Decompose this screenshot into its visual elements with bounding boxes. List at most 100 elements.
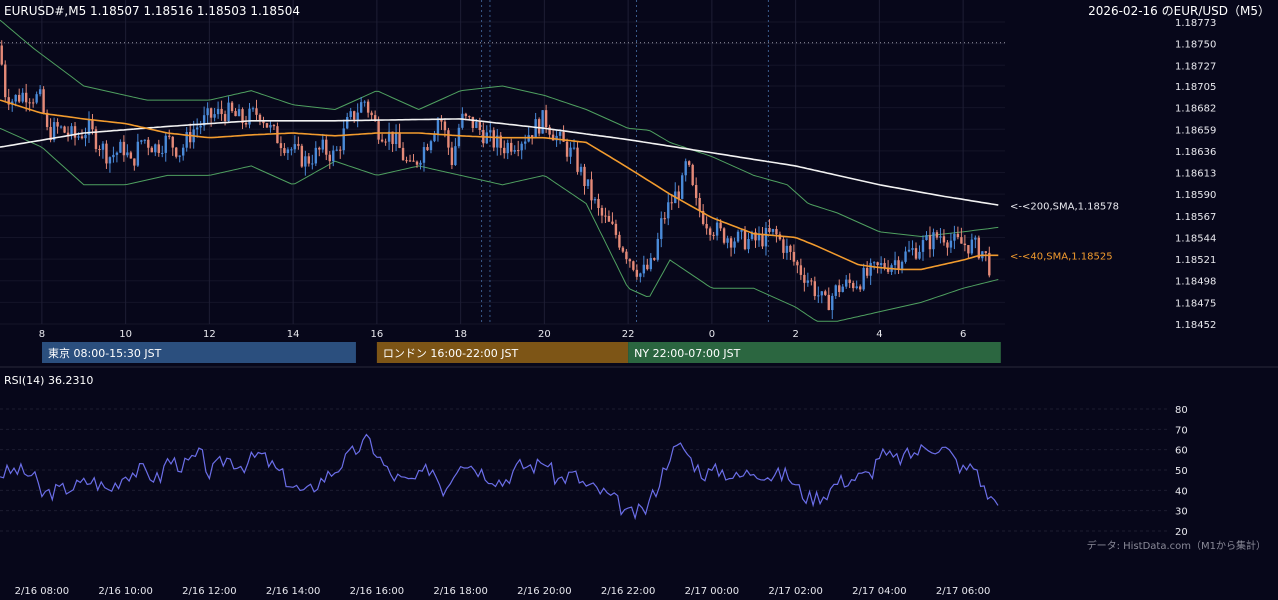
- candle-body: [49, 126, 52, 141]
- session-label: ロンドン 16:00-22:00 JST: [383, 347, 519, 360]
- candle-body: [743, 230, 747, 250]
- rsi-time-tick-label: 2/16 20:00: [517, 586, 571, 597]
- candle-body: [157, 144, 160, 153]
- candle-body: [84, 134, 87, 139]
- candle-body: [17, 94, 21, 102]
- candle-body: [178, 155, 181, 157]
- candle-body: [87, 120, 91, 135]
- candle-body: [576, 147, 579, 172]
- candle-body: [237, 109, 241, 117]
- candle-body: [806, 280, 810, 283]
- candle-body: [817, 295, 820, 297]
- candle-body: [297, 144, 300, 146]
- candle-body: [628, 259, 632, 262]
- price-tick-label: 1.18636: [1175, 147, 1216, 158]
- time-tick-label: 18: [454, 329, 467, 340]
- candle-body: [960, 237, 963, 244]
- candle-body: [80, 136, 84, 139]
- time-axis: 8 10 12 14 16 18 20 22 0 2 4 6: [39, 329, 967, 340]
- candle-body: [928, 235, 932, 250]
- rsi-axis: 80 70 60 50 40 30 20: [1175, 405, 1188, 538]
- candle-body: [265, 123, 269, 128]
- candle-body: [436, 119, 440, 134]
- rsi-tick-label: 40: [1175, 486, 1188, 497]
- time-tick-label: 16: [371, 329, 384, 340]
- candle-body: [73, 126, 77, 138]
- rsi-tick-label: 60: [1175, 446, 1188, 457]
- sma40-label: <-<40,SMA,1.18525: [1010, 251, 1113, 262]
- candle-body: [869, 262, 872, 276]
- candle-body: [171, 136, 174, 148]
- candle-body: [827, 294, 830, 311]
- candle-body: [276, 126, 279, 144]
- price-tick-label: 1.18750: [1175, 40, 1216, 51]
- candle-body: [949, 240, 953, 248]
- candle-body: [715, 222, 719, 236]
- candle-body: [209, 108, 213, 118]
- candle-body: [900, 261, 904, 269]
- candle-body: [422, 147, 426, 163]
- candle-body: [119, 141, 122, 153]
- price-tick-label: 1.18705: [1175, 82, 1216, 93]
- candle-body: [782, 239, 785, 253]
- candle-body: [426, 147, 429, 151]
- candle-body: [838, 285, 841, 292]
- candle-body: [408, 160, 412, 162]
- candle-body: [220, 108, 223, 115]
- candle-body: [925, 235, 928, 241]
- candle-body: [133, 158, 136, 166]
- price-tick-label: 1.18727: [1175, 61, 1216, 72]
- price-tick-label: 1.18544: [1175, 233, 1216, 244]
- rsi-time-tick-label: 2/16 12:00: [182, 586, 236, 597]
- candle-body: [129, 152, 133, 159]
- session-block: [42, 342, 356, 363]
- bollinger-upper-band: [0, 19, 999, 238]
- candle-body: [293, 144, 297, 150]
- rsi-tick-label: 70: [1175, 425, 1188, 436]
- candle-body: [335, 149, 338, 151]
- candle-body: [517, 150, 520, 152]
- candle-body: [733, 241, 736, 248]
- ohlc-values: 1.18507 1.18516 1.18503 1.18504: [90, 4, 300, 18]
- candle-body: [199, 125, 202, 128]
- rsi-time-tick-label: 2/17 00:00: [685, 586, 739, 597]
- candle-body: [754, 232, 757, 241]
- sma40-path: [0, 99, 999, 271]
- candle-body: [893, 260, 897, 266]
- candle-body: [164, 135, 167, 153]
- candle-body: [537, 119, 541, 134]
- candle-body: [359, 102, 363, 113]
- candle-body: [328, 154, 331, 162]
- candle-body: [600, 207, 604, 216]
- candle-body: [813, 281, 817, 297]
- candle-body: [112, 154, 115, 158]
- candle-body: [318, 147, 321, 150]
- candlestick-series: [0, 40, 991, 319]
- candle-body: [705, 223, 708, 229]
- candle-body: [279, 143, 283, 149]
- candle-body: [161, 152, 164, 154]
- sma200-path: [0, 118, 999, 206]
- candle-body: [269, 125, 272, 128]
- candle-body: [468, 116, 471, 118]
- candle-body: [223, 114, 227, 122]
- candle-body: [244, 122, 248, 125]
- session-label: 東京 08:00-15:30 JST: [48, 346, 162, 360]
- candle-body: [150, 147, 153, 153]
- candle-body: [373, 115, 377, 122]
- time-tick-label: 6: [960, 329, 966, 340]
- candle-body: [325, 139, 328, 155]
- candle-body: [590, 179, 593, 201]
- candle-body: [764, 227, 768, 247]
- rsi-tick-label: 30: [1175, 507, 1188, 518]
- rsi-time-tick-label: 2/17 06:00: [936, 586, 990, 597]
- candle-body: [558, 131, 562, 136]
- candle-body: [202, 115, 206, 126]
- candle-body: [771, 229, 775, 232]
- candle-body: [398, 132, 401, 148]
- rsi-path: [0, 433, 999, 521]
- candle-body: [701, 210, 705, 224]
- candle-body: [464, 113, 468, 117]
- candle-body: [694, 185, 698, 199]
- candle-body: [216, 108, 220, 115]
